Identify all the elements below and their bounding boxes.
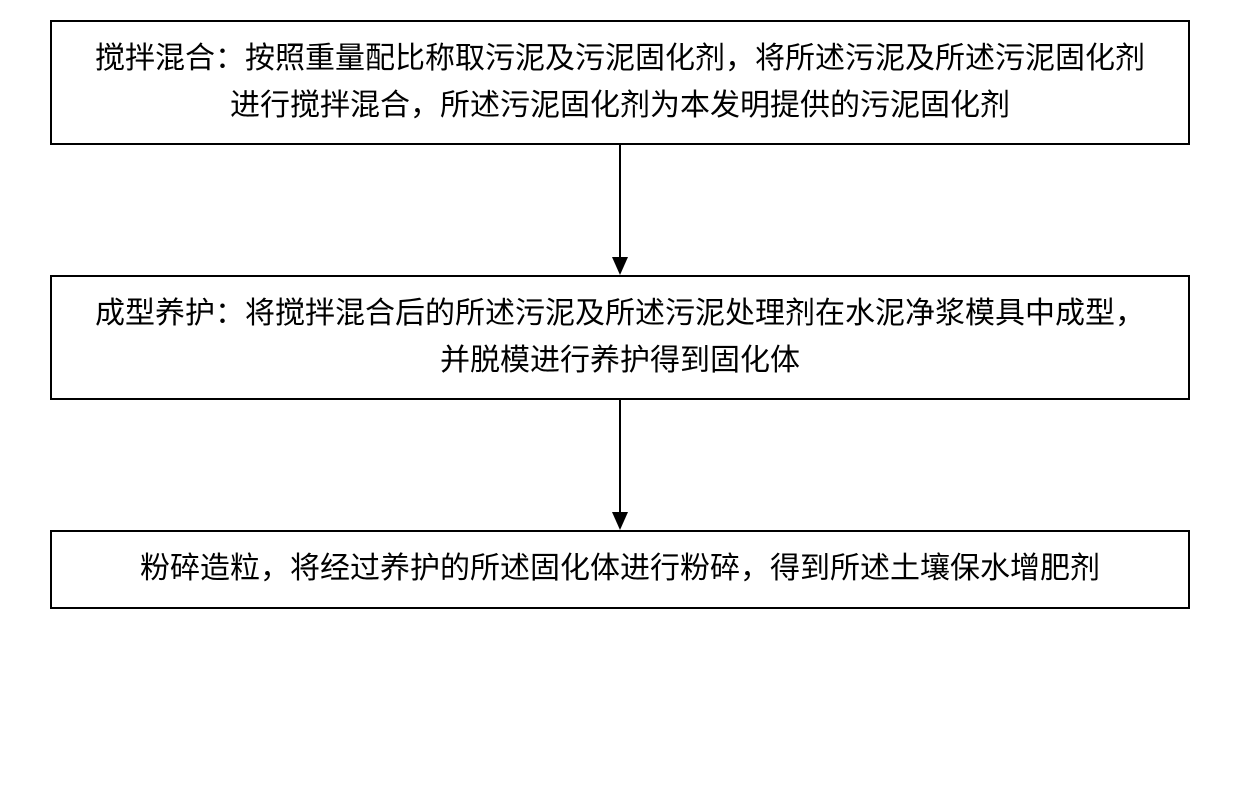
step-box-2: 成型养护：将搅拌混合后的所述污泥及所述污泥处理剂在水泥净浆模具中成型，并脱模进行… <box>50 275 1190 400</box>
step-box-3: 粉碎造粒，将经过养护的所述固化体进行粉碎，得到所述土壤保水增肥剂 <box>50 530 1190 609</box>
arrow-down-icon <box>600 145 640 275</box>
arrow-2 <box>600 400 640 530</box>
arrow-1 <box>600 145 640 275</box>
step-text-2: 成型养护：将搅拌混合后的所述污泥及所述污泥处理剂在水泥净浆模具中成型，并脱模进行… <box>95 297 1145 377</box>
arrow-down-icon <box>600 400 640 530</box>
step-text-1: 搅拌混合：按照重量配比称取污泥及污泥固化剂，将所述污泥及所述污泥固化剂进行搅拌混… <box>95 42 1145 122</box>
step-text-3: 粉碎造粒，将经过养护的所述固化体进行粉碎，得到所述土壤保水增肥剂 <box>140 552 1100 585</box>
step-box-1: 搅拌混合：按照重量配比称取污泥及污泥固化剂，将所述污泥及所述污泥固化剂进行搅拌混… <box>50 20 1190 145</box>
flowchart-container: 搅拌混合：按照重量配比称取污泥及污泥固化剂，将所述污泥及所述污泥固化剂进行搅拌混… <box>40 20 1200 609</box>
